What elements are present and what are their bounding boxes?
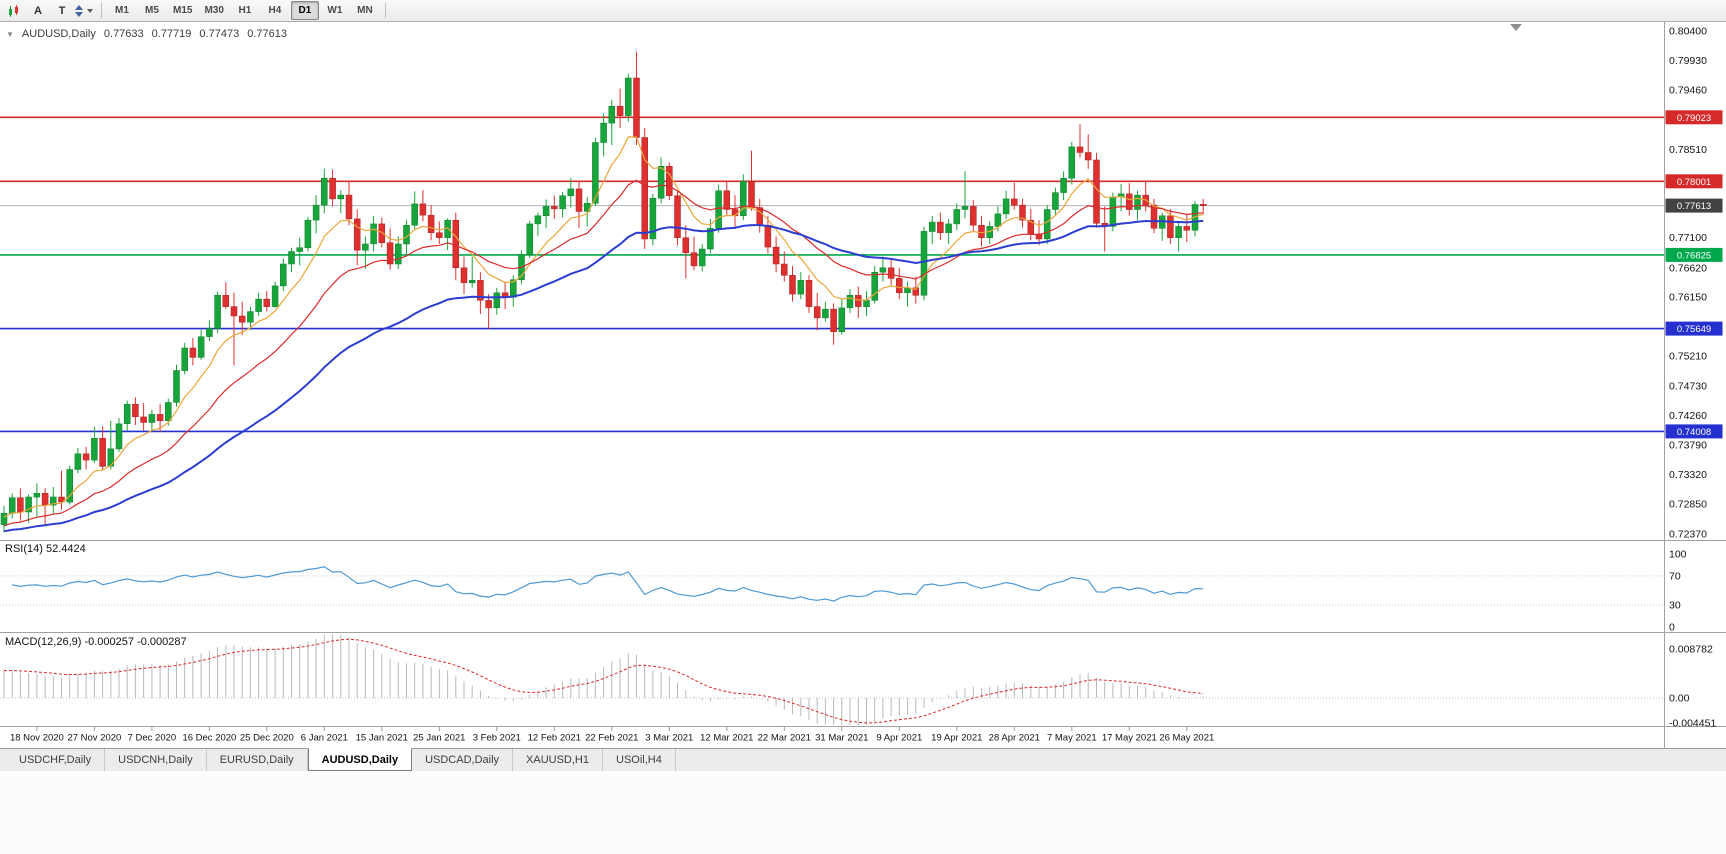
- chart-tabs-bar: USDCHF,Daily USDCNH,Daily EURUSD,Daily AUDU…: [0, 748, 1726, 771]
- svg-text:27 Nov 2020: 27 Nov 2020: [67, 733, 121, 744]
- svg-text:16 Dec 2020: 16 Dec 2020: [182, 733, 236, 744]
- up-down-arrows-icon: [75, 4, 93, 17]
- svg-text:0.72370: 0.72370: [1669, 529, 1707, 541]
- svg-text:28 Apr 2021: 28 Apr 2021: [989, 733, 1040, 744]
- moving-average-lines: [3, 136, 1204, 533]
- timeframe-button-h4[interactable]: H4: [268, 5, 282, 16]
- bottom-empty-area: [0, 771, 1726, 854]
- timeframe-button-w1[interactable]: W1: [327, 5, 343, 16]
- timeframe-button-m1[interactable]: M1: [115, 5, 129, 16]
- svg-text:25 Jan 2021: 25 Jan 2021: [413, 733, 465, 744]
- svg-text:100: 100: [1669, 549, 1687, 561]
- chart-tab-usdchf[interactable]: USDCHF,Daily: [6, 749, 106, 771]
- svg-text:3 Feb 2021: 3 Feb 2021: [473, 733, 521, 744]
- svg-text:0.79930: 0.79930: [1669, 55, 1707, 67]
- price-axis-label-boxes: 0.79023 0.78001 0.76825 0.75649 0.74008 0.776…: [1665, 110, 1723, 439]
- svg-text:15 Jan 2021: 15 Jan 2021: [356, 733, 408, 744]
- timeframe-button-m5[interactable]: M5: [145, 5, 159, 16]
- chart-tabs: USDCHF,Daily USDCNH,Daily EURUSD,Daily AUDU…: [0, 748, 676, 771]
- svg-text:0.74008: 0.74008: [1677, 427, 1711, 438]
- candles-layer: [0, 51, 1207, 533]
- timeframe-buttons: M1 M5 M15 M30 H1 H4 D1 W1 MN: [107, 1, 380, 20]
- svg-text:31 Mar 2021: 31 Mar 2021: [815, 733, 868, 744]
- svg-text:17 May 2021: 17 May 2021: [1102, 733, 1157, 744]
- svg-text:0.75649: 0.75649: [1677, 324, 1711, 335]
- close-value: 0.77613: [247, 28, 287, 40]
- toolbar: A T M1 M5 M15 M30 H1 H4 D1 W1 MN: [0, 0, 1726, 22]
- svg-text:0.77613: 0.77613: [1677, 201, 1711, 212]
- svg-text:0.72850: 0.72850: [1669, 498, 1707, 510]
- chart-tab-usoil[interactable]: USOil,H4: [603, 749, 676, 771]
- svg-text:0.008782: 0.008782: [1669, 644, 1713, 656]
- quick-trade-arrow-icon[interactable]: ▼: [6, 29, 14, 39]
- svg-text:0.74260: 0.74260: [1669, 410, 1707, 422]
- svg-text:12 Mar 2021: 12 Mar 2021: [700, 733, 753, 744]
- svg-text:0.73790: 0.73790: [1669, 440, 1707, 452]
- svg-text:0.78510: 0.78510: [1669, 144, 1707, 156]
- macd-pane[interactable]: 0.008782 0.00 -0.004451 MACD(12,26,9) -0.00…: [0, 634, 1716, 730]
- macd-label: MACD(12,26,9) -0.000257 -0.000287: [5, 636, 187, 648]
- horizontal-level-lines[interactable]: [0, 116, 1664, 433]
- toolbar-separator: [101, 3, 102, 18]
- svg-text:30: 30: [1669, 600, 1681, 612]
- mini-chart-icon: [9, 4, 18, 17]
- chart-tab-eurusd[interactable]: EURUSD,Daily: [207, 749, 308, 771]
- svg-text:22 Feb 2021: 22 Feb 2021: [585, 733, 638, 744]
- date-axis[interactable]: 18 Nov 2020 27 Nov 2020 7 Dec 2020 16 Dec 2…: [10, 727, 1214, 744]
- chart-tab-usdcad[interactable]: USDCAD,Daily: [412, 749, 514, 771]
- svg-text:0.76825: 0.76825: [1677, 250, 1711, 261]
- svg-text:25 Dec 2020: 25 Dec 2020: [240, 733, 294, 744]
- svg-text:0.78001: 0.78001: [1677, 177, 1711, 188]
- pane-separators: [0, 22, 1726, 748]
- chart-tab-usdcnh[interactable]: USDCNH,Daily: [105, 749, 207, 771]
- svg-text:0.73320: 0.73320: [1669, 469, 1707, 481]
- svg-text:26 May 2021: 26 May 2021: [1159, 733, 1214, 744]
- chart-area[interactable]: 0.804000.799300.794600.789800.785100.780…: [0, 22, 1726, 748]
- svg-text:7 May 2021: 7 May 2021: [1047, 733, 1097, 744]
- svg-text:22 Mar 2021: 22 Mar 2021: [758, 733, 811, 744]
- svg-text:0: 0: [1669, 622, 1675, 634]
- scale-arrows-dropdown[interactable]: [74, 2, 96, 20]
- svg-text:6 Jan 2021: 6 Jan 2021: [301, 733, 348, 744]
- svg-text:7 Dec 2020: 7 Dec 2020: [128, 733, 177, 744]
- svg-text:19 Apr 2021: 19 Apr 2021: [931, 733, 982, 744]
- timeframe-button-m30[interactable]: M30: [204, 5, 224, 16]
- chart-info-line: ▼ AUDUSD,Daily 0.77633 0.77719 0.77473 0…: [6, 28, 287, 40]
- svg-text:-0.004451: -0.004451: [1669, 718, 1716, 730]
- price-axis[interactable]: 0.804000.799300.794600.789800.785100.780…: [1669, 26, 1707, 541]
- svg-text:3 Mar 2021: 3 Mar 2021: [645, 733, 693, 744]
- timeframe-button-m15[interactable]: M15: [173, 5, 193, 16]
- chart-tool-icon[interactable]: [4, 2, 26, 20]
- svg-text:70: 70: [1669, 570, 1681, 582]
- svg-text:0.79460: 0.79460: [1669, 84, 1707, 96]
- svg-text:0.77100: 0.77100: [1669, 232, 1707, 244]
- chart-tab-audusd[interactable]: AUDUSD,Daily: [307, 748, 413, 771]
- chart-tab-xauusd[interactable]: XAUUSD,H1: [513, 749, 603, 771]
- text-tool-button[interactable]: T: [58, 4, 66, 17]
- chart-canvas[interactable]: 0.804000.799300.794600.789800.785100.780…: [0, 22, 1726, 748]
- symbol-period-label: AUDUSD,Daily: [21, 28, 96, 40]
- rsi-pane[interactable]: 100 70 30 0 RSI(14) 52.4424: [0, 543, 1687, 634]
- svg-text:0.80400: 0.80400: [1669, 26, 1707, 38]
- svg-text:0.79023: 0.79023: [1677, 113, 1711, 124]
- chart-shift-marker-icon[interactable]: [1510, 24, 1522, 31]
- svg-text:9 Apr 2021: 9 Apr 2021: [876, 733, 922, 744]
- annotate-a-button[interactable]: A: [34, 4, 42, 17]
- svg-text:0.76150: 0.76150: [1669, 292, 1707, 304]
- svg-text:0.74730: 0.74730: [1669, 381, 1707, 393]
- rsi-label: RSI(14) 52.4424: [5, 543, 86, 555]
- high-value: 0.77719: [151, 28, 192, 40]
- svg-text:12 Feb 2021: 12 Feb 2021: [528, 733, 581, 744]
- svg-text:0.00: 0.00: [1669, 693, 1690, 705]
- timeframe-button-d1[interactable]: D1: [290, 1, 319, 20]
- svg-text:0.75210: 0.75210: [1669, 351, 1707, 363]
- toolbar-separator: [384, 3, 386, 18]
- timeframe-button-mn[interactable]: MN: [357, 5, 373, 16]
- svg-text:0.76620: 0.76620: [1669, 262, 1707, 274]
- open-value: 0.77633: [103, 28, 144, 40]
- svg-text:18 Nov 2020: 18 Nov 2020: [10, 733, 64, 744]
- low-value: 0.77473: [199, 28, 240, 40]
- timeframe-button-h1[interactable]: H1: [238, 5, 252, 16]
